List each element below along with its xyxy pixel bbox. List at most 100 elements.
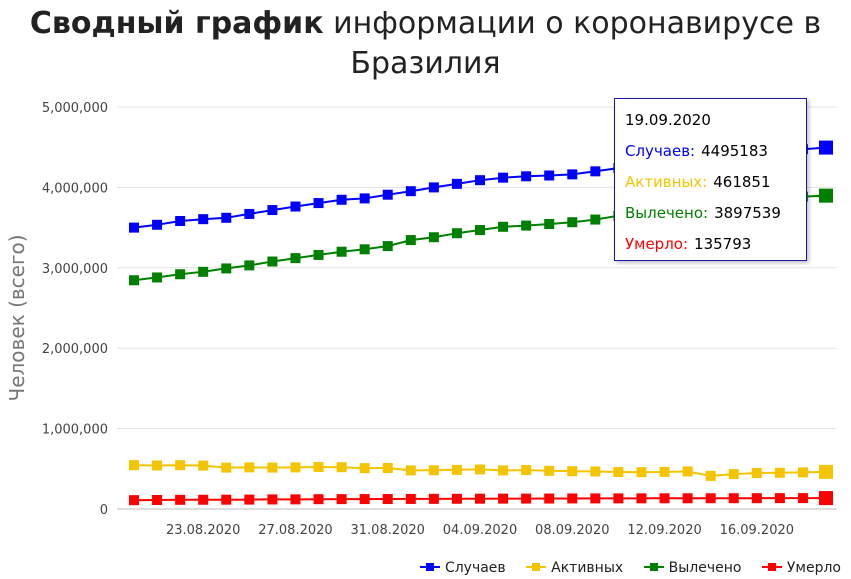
data-point[interactable]	[198, 460, 209, 471]
data-point[interactable]	[751, 493, 762, 504]
data-point[interactable]	[774, 467, 785, 478]
data-point[interactable]	[797, 493, 808, 504]
data-point[interactable]	[382, 462, 393, 473]
data-point[interactable]	[498, 221, 509, 232]
data-point[interactable]	[359, 244, 370, 255]
data-point[interactable]	[221, 462, 232, 473]
data-point[interactable]	[451, 178, 462, 189]
data-point[interactable]	[475, 225, 485, 236]
data-point[interactable]	[590, 214, 601, 225]
data-point[interactable]	[405, 235, 416, 246]
data-point[interactable]	[382, 241, 393, 252]
data-point[interactable]	[475, 175, 485, 186]
data-point[interactable]	[267, 256, 278, 267]
data-point[interactable]	[244, 208, 255, 219]
legend-item-recovered[interactable]: Вылечено	[643, 560, 741, 576]
data-point[interactable]	[428, 232, 439, 243]
data-point[interactable]	[521, 171, 532, 182]
data-point[interactable]	[175, 460, 186, 471]
data-point[interactable]	[774, 493, 785, 504]
data-point[interactable]	[659, 466, 670, 477]
data-point[interactable]	[819, 140, 833, 155]
data-point[interactable]	[405, 186, 416, 197]
data-point[interactable]	[567, 169, 578, 180]
data-point[interactable]	[313, 198, 324, 209]
data-point[interactable]	[129, 495, 139, 506]
data-point[interactable]	[567, 217, 578, 228]
data-point[interactable]	[498, 172, 509, 183]
data-point[interactable]	[451, 228, 462, 239]
data-point[interactable]	[613, 467, 624, 478]
data-point[interactable]	[819, 464, 833, 479]
data-point[interactable]	[244, 260, 255, 271]
data-point[interactable]	[152, 494, 163, 505]
data-point[interactable]	[567, 466, 578, 477]
data-point[interactable]	[705, 470, 716, 481]
data-point[interactable]	[544, 493, 555, 504]
data-point[interactable]	[359, 463, 370, 474]
data-point[interactable]	[498, 493, 509, 504]
data-point[interactable]	[521, 220, 532, 231]
data-point[interactable]	[313, 494, 324, 505]
data-point[interactable]	[336, 246, 347, 257]
data-point[interactable]	[751, 467, 762, 478]
data-point[interactable]	[659, 493, 670, 504]
data-point[interactable]	[728, 493, 739, 504]
data-point[interactable]	[244, 462, 255, 473]
data-point[interactable]	[290, 462, 301, 473]
data-point[interactable]	[267, 462, 278, 473]
data-point[interactable]	[313, 249, 324, 260]
legend-item-cases[interactable]: Случаев	[419, 560, 506, 576]
data-point[interactable]	[336, 462, 347, 473]
data-point[interactable]	[728, 469, 739, 480]
data-point[interactable]	[405, 465, 416, 476]
data-point[interactable]	[521, 465, 532, 476]
data-point[interactable]	[359, 494, 370, 505]
data-point[interactable]	[129, 460, 139, 471]
data-point[interactable]	[819, 491, 833, 506]
data-point[interactable]	[221, 212, 232, 223]
data-point[interactable]	[290, 201, 301, 212]
legend-item-deaths[interactable]: Умерло	[761, 560, 841, 576]
data-point[interactable]	[336, 494, 347, 505]
data-point[interactable]	[382, 494, 393, 505]
data-point[interactable]	[152, 460, 163, 471]
legend-item-active[interactable]: Активных	[526, 560, 623, 576]
data-point[interactable]	[336, 194, 347, 205]
data-point[interactable]	[198, 494, 209, 505]
data-point[interactable]	[428, 465, 439, 476]
data-point[interactable]	[244, 494, 255, 505]
data-point[interactable]	[221, 494, 232, 505]
data-point[interactable]	[290, 253, 301, 264]
data-point[interactable]	[198, 266, 209, 277]
data-point[interactable]	[221, 263, 232, 274]
data-point[interactable]	[475, 493, 485, 504]
data-point[interactable]	[198, 214, 209, 225]
data-point[interactable]	[705, 493, 716, 504]
data-point[interactable]	[475, 464, 485, 475]
data-point[interactable]	[313, 462, 324, 473]
data-point[interactable]	[521, 493, 532, 504]
data-point[interactable]	[451, 464, 462, 475]
data-point[interactable]	[451, 493, 462, 504]
data-point[interactable]	[152, 272, 163, 283]
data-point[interactable]	[682, 466, 693, 477]
data-point[interactable]	[129, 275, 139, 286]
data-point[interactable]	[590, 493, 601, 504]
data-point[interactable]	[267, 205, 278, 216]
data-point[interactable]	[636, 493, 647, 504]
data-point[interactable]	[797, 467, 808, 478]
data-point[interactable]	[405, 493, 416, 504]
data-point[interactable]	[498, 465, 509, 476]
data-point[interactable]	[175, 216, 186, 227]
data-point[interactable]	[544, 465, 555, 476]
data-point[interactable]	[682, 493, 693, 504]
data-point[interactable]	[129, 222, 139, 233]
data-point[interactable]	[428, 493, 439, 504]
data-point[interactable]	[382, 189, 393, 200]
data-point[interactable]	[613, 493, 624, 504]
data-point[interactable]	[359, 193, 370, 204]
data-point[interactable]	[267, 494, 278, 505]
data-point[interactable]	[428, 182, 439, 193]
data-point[interactable]	[590, 166, 601, 177]
